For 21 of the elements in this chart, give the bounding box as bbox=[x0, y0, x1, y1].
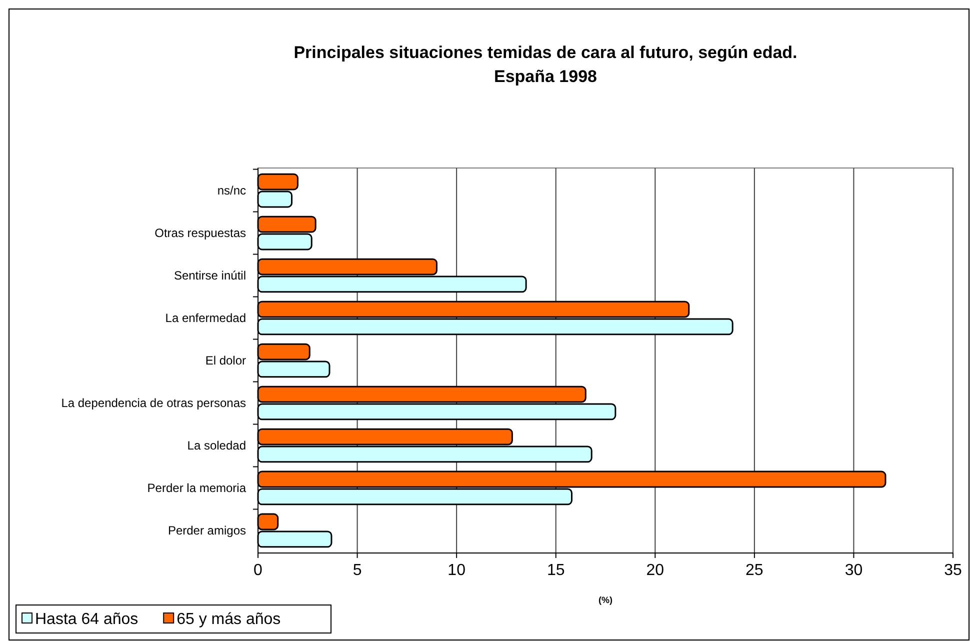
x-tick-label: 15 bbox=[546, 562, 565, 579]
y-tick-label: La enfermedad bbox=[165, 311, 246, 326]
y-tick-label: Perder amigos bbox=[168, 523, 246, 538]
y-tick-label: La dependencia de otras personas bbox=[61, 396, 246, 410]
y-tick-label: Otras respuestas bbox=[154, 226, 246, 240]
y-tick-label: ns/nc bbox=[217, 184, 246, 198]
legend-label: Hasta 64 años bbox=[35, 611, 138, 628]
y-tick-label: Sentirse inútil bbox=[174, 268, 246, 283]
y-tick-label: Perder la memoria bbox=[147, 480, 246, 495]
x-tick-label: 10 bbox=[448, 562, 466, 579]
y-tick-label: La soledad bbox=[187, 438, 246, 452]
chart-title: Principales situaciones temidas de cara al futuro, según edad. España 1998 bbox=[294, 43, 798, 86]
x-tick-label: 20 bbox=[646, 562, 664, 579]
y-tick-label: El dolor bbox=[205, 354, 246, 368]
x-tick-label: 5 bbox=[352, 562, 362, 579]
legend-label: 65 y más años bbox=[176, 611, 281, 628]
x-tick-label: 25 bbox=[746, 562, 764, 579]
x-tick-label: 35 bbox=[944, 562, 962, 579]
x-axis-title: (%) bbox=[598, 595, 612, 605]
x-tick-label: 0 bbox=[254, 562, 263, 579]
x-tick-label: 30 bbox=[844, 562, 863, 579]
